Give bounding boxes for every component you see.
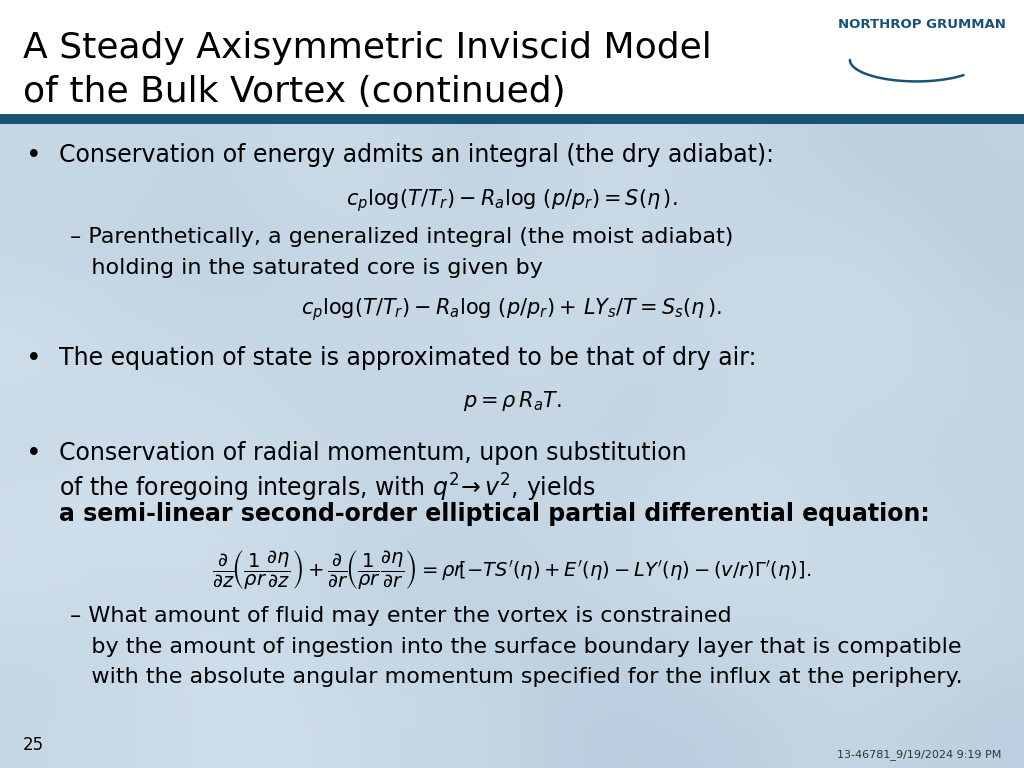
Text: •: • xyxy=(26,441,41,467)
FancyBboxPatch shape xyxy=(0,0,1024,114)
Text: of the Bulk Vortex (continued): of the Bulk Vortex (continued) xyxy=(23,75,565,109)
Text: – What amount of fluid may enter the vortex is constrained: – What amount of fluid may enter the vor… xyxy=(70,606,731,626)
Text: with the absolute angular momentum specified for the influx at the periphery.: with the absolute angular momentum speci… xyxy=(70,667,963,687)
Text: The equation of state is approximated to be that of dry air:: The equation of state is approximated to… xyxy=(59,346,757,370)
Text: 25: 25 xyxy=(23,736,44,754)
Text: NORTHROP GRUMMAN: NORTHROP GRUMMAN xyxy=(838,18,1006,31)
Text: •: • xyxy=(26,143,41,169)
Text: of the foregoing integrals, with $q^2\!\to v^2$, yields: of the foregoing integrals, with $q^2\!\… xyxy=(59,472,596,504)
Text: by the amount of ingestion into the surface boundary layer that is compatible: by the amount of ingestion into the surf… xyxy=(70,637,962,657)
Text: $\dfrac{\partial}{\partial z}\!\left(\dfrac{1}{\rho r}\dfrac{\partial \eta}{\par: $\dfrac{\partial}{\partial z}\!\left(\df… xyxy=(212,548,812,591)
Text: holding in the saturated core is given by: holding in the saturated core is given b… xyxy=(70,258,543,278)
FancyBboxPatch shape xyxy=(0,114,1024,124)
Text: – Parenthetically, a generalized integral (the moist adiabat): – Parenthetically, a generalized integra… xyxy=(70,227,733,247)
Text: $c_p \log(T/T_r)-R_a \log\,(p/p_r)+\, LY_s/T = S_s(\eta\,).$: $c_p \log(T/T_r)-R_a \log\,(p/p_r)+\, LY… xyxy=(301,296,723,323)
Text: $p = \rho\, R_a T.$: $p = \rho\, R_a T.$ xyxy=(463,389,561,412)
FancyBboxPatch shape xyxy=(0,124,1024,768)
Text: $c_p \log(T/T_r)-R_a \log\,(p/p_r) = S(\eta\,).$: $c_p \log(T/T_r)-R_a \log\,(p/p_r) = S(\… xyxy=(346,187,678,214)
Text: •: • xyxy=(26,346,41,372)
Text: Conservation of radial momentum, upon substitution: Conservation of radial momentum, upon su… xyxy=(59,441,687,465)
Text: 13-46781_9/19/2024 9:19 PM: 13-46781_9/19/2024 9:19 PM xyxy=(837,749,1001,760)
Text: Conservation of energy admits an integral (the dry adiabat):: Conservation of energy admits an integra… xyxy=(59,143,774,167)
Text: A Steady Axisymmetric Inviscid Model: A Steady Axisymmetric Inviscid Model xyxy=(23,31,712,65)
Text: a semi-linear second-order elliptical partial differential equation:: a semi-linear second-order elliptical pa… xyxy=(59,502,930,526)
